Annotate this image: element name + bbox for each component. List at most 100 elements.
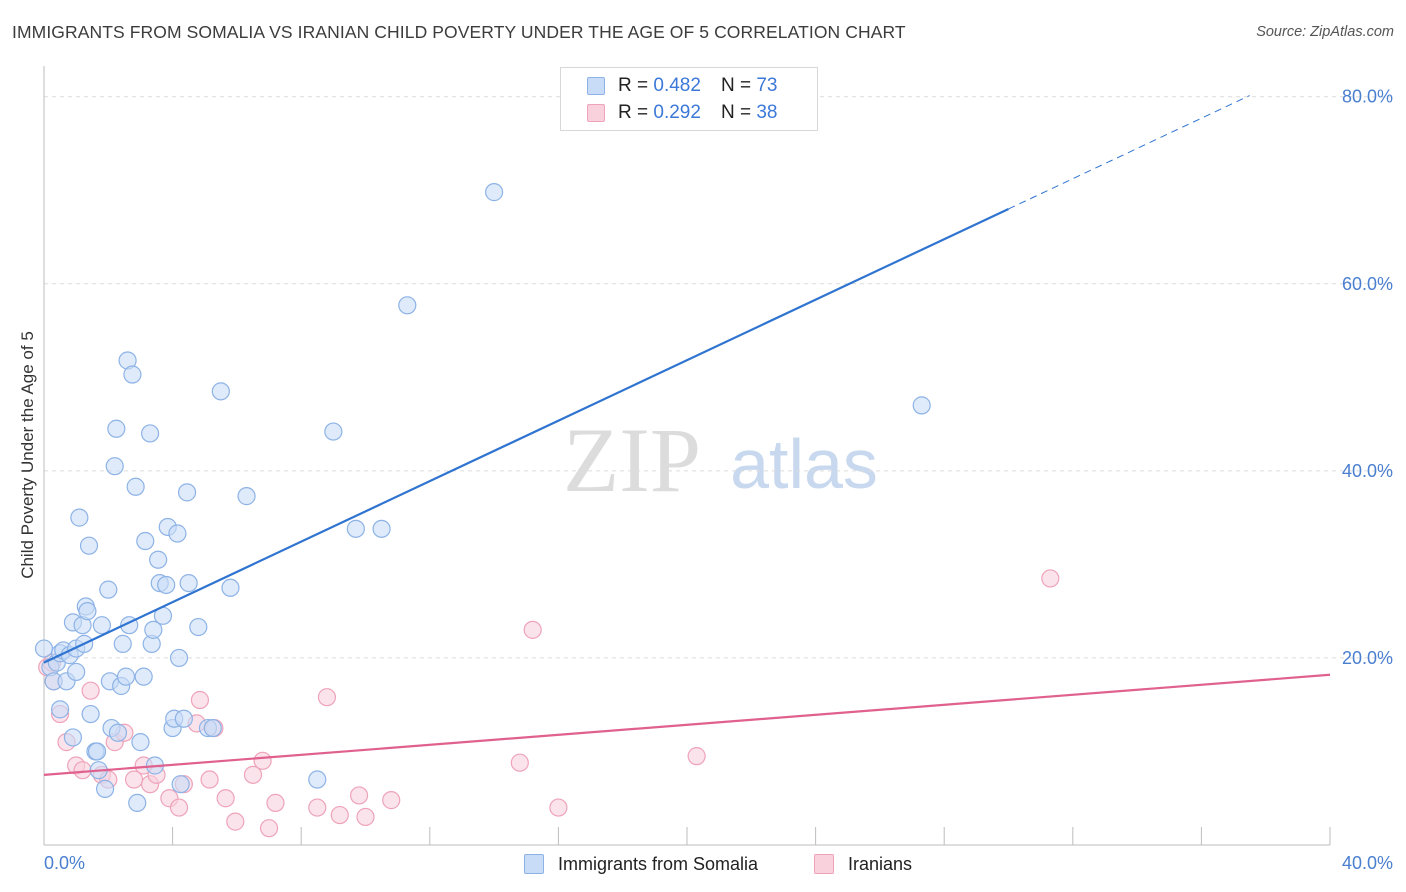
axes [43,66,1331,846]
iranians-point [216,789,235,808]
legend-swatch-somalia [587,77,605,95]
watermark: ZIP atlas [563,409,878,511]
somalia-point [70,508,89,527]
somalia-point [174,709,193,728]
bottom-legend-somalia: Immigrants from Somalia [524,851,758,877]
somalia-point [123,365,142,384]
somalia-point [136,531,155,551]
somalia-point [189,617,208,637]
somalia-point [78,602,97,621]
iranians-point [190,690,210,710]
y-tick-label: 60.0% [1342,274,1393,294]
bottom-legend-iranians: Iranians [814,851,912,877]
somalia-point [221,578,240,597]
x-tick-label-max: 40.0% [1342,853,1393,873]
iranians-point [549,798,568,817]
iranians-point [243,765,263,784]
somalia-point [177,483,197,502]
somalia-point [95,779,115,798]
y-tick-label: 20.0% [1342,648,1393,668]
legend-row-iranians: R = 0.292 N = 38 [587,101,777,125]
iranians-point [687,747,706,766]
somalia-point [324,422,343,441]
somalia-point [144,620,163,639]
stats-legend: R = 0.482 N = 73 R = 0.292 N = 38 [560,67,818,131]
iranians-point [1041,569,1060,588]
somalia-point [179,573,198,593]
y-tick-label: 80.0% [1342,87,1393,107]
somalia-point [79,536,99,555]
iranians-point [330,805,349,825]
iranians-point [308,798,327,817]
watermark-zip: ZIP [563,409,701,511]
somalia-point [107,419,126,438]
somalia-point [149,550,168,569]
somalia-point [485,183,504,202]
iranians-point [81,681,100,700]
legend-somalia-r: 0.482 [653,75,701,96]
somalia-point [128,793,147,813]
somalia-point [398,296,417,315]
somalia-point [346,519,365,538]
bottom-legend-swatch-somalia [524,854,544,874]
iranians-point [266,793,285,813]
legend-n-label: N = [720,75,752,96]
gridlines [44,96,1392,659]
iranians-point [169,798,189,817]
somalia-point [50,700,70,719]
somalia-point [116,667,136,686]
legend-swatch-iranians [587,104,605,122]
tick-labels: 20.0% 40.0% 60.0% 80.0% 0.0% 40.0% [44,87,1393,873]
somalia-point [171,775,190,794]
somalia-point [113,634,132,653]
somalia-point [211,382,230,401]
bottom-legend-swatch-iranians [814,854,834,874]
iranians-point [73,761,92,780]
x-tick-label-min: 0.0% [44,853,85,873]
iranians-point [382,791,401,810]
iranians-point [226,812,245,831]
iranians-point [259,819,279,838]
somalia-point [203,718,222,738]
somalia-point [92,616,111,635]
iranians-point [356,807,375,827]
somalia-trend-extension [1008,95,1250,210]
somalia-point [108,723,128,742]
somalia-point [157,575,176,595]
iranians-point [523,620,542,639]
iranians-point [349,786,369,805]
bottom-legend-label-iranians: Iranians [848,853,913,874]
legend-r-label: R = [618,102,649,123]
somalia-point [169,648,189,668]
watermark-atlas: atlas [730,425,878,503]
legend-iranians-n: 38 [756,102,778,123]
somalia-point [99,580,118,599]
somalia-point [105,457,124,476]
somalia-point [81,704,100,724]
somalia-point [372,519,391,538]
somalia-point [67,662,86,682]
iranians-point [253,751,272,770]
series-somalia-points [34,183,931,813]
somalia-point [87,742,107,761]
somalia-point [140,424,160,443]
iranians-point [317,688,337,707]
somalia-trend-line [43,207,1009,664]
trend-lines [43,95,1331,776]
legend-r-label: R = [618,75,649,96]
somalia-point [168,524,187,543]
somalia-point [63,728,83,747]
somalia-point [131,733,150,752]
somalia-point [237,487,256,506]
somalia-point [308,770,327,789]
somalia-point [126,477,145,496]
series-iranians-points [38,569,1060,838]
legend-row-somalia: R = 0.482 N = 73 [587,74,777,98]
somalia-point [912,396,931,415]
legend-somalia-n: 73 [756,75,778,96]
iranians-point [200,770,219,789]
iranians-point [510,753,529,772]
legend-iranians-r: 0.292 [653,102,701,123]
y-tick-label: 40.0% [1342,461,1393,481]
